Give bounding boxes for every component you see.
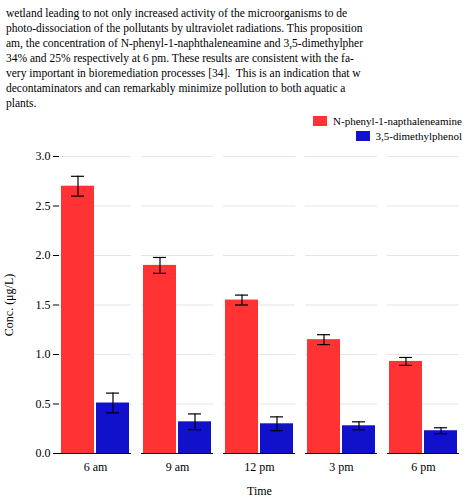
svg-text:3.0: 3.0: [36, 149, 51, 163]
html-text:34% and 25% respectively at 6: 34% and 25% respectively at 6 pm. These …: [6, 52, 354, 64]
html-text:3,5-dimethylphenol: 3,5-dimethylphenol: [375, 130, 462, 142]
svg-text:1.5: 1.5: [36, 298, 51, 312]
svg-text:Conc. (μg/L): Conc. (μg/L): [2, 274, 16, 336]
svg-text:0.5: 0.5: [36, 397, 51, 411]
svg-text:6 am: 6 am: [84, 460, 108, 474]
svg-text:1.0: 1.0: [36, 347, 51, 361]
svg-text:2.5: 2.5: [36, 199, 51, 213]
html-text:very important in bioremediati: very important in bioremediation process…: [6, 67, 361, 79]
html-text:plants.: plants.: [6, 97, 37, 109]
html-text:photo-dissociation of the poll: photo-dissociation of the pollutants by …: [6, 22, 363, 34]
html-text:N-phenyl-1-napthaleneamine: N-phenyl-1-napthaleneamine: [333, 115, 462, 127]
svg-text:0.0: 0.0: [36, 446, 51, 460]
svg-text:12 pm: 12 pm: [244, 460, 275, 474]
html-text:decontaminators and can remark: decontaminators and can remarkably minim…: [6, 82, 346, 94]
html-text:am, the concentration of N-phe: am, the concentration of N-phenyl-1-naph…: [6, 37, 363, 49]
html-text:wetland leading to not only in: wetland leading to not only increased ac…: [6, 7, 348, 19]
svg-text:6 pm: 6 pm: [411, 460, 436, 474]
svg-text:9 am: 9 am: [166, 460, 190, 474]
svg-text:2.0: 2.0: [36, 248, 51, 262]
svg-text:Time: Time: [247, 484, 272, 498]
svg-text:3 pm: 3 pm: [329, 460, 354, 474]
